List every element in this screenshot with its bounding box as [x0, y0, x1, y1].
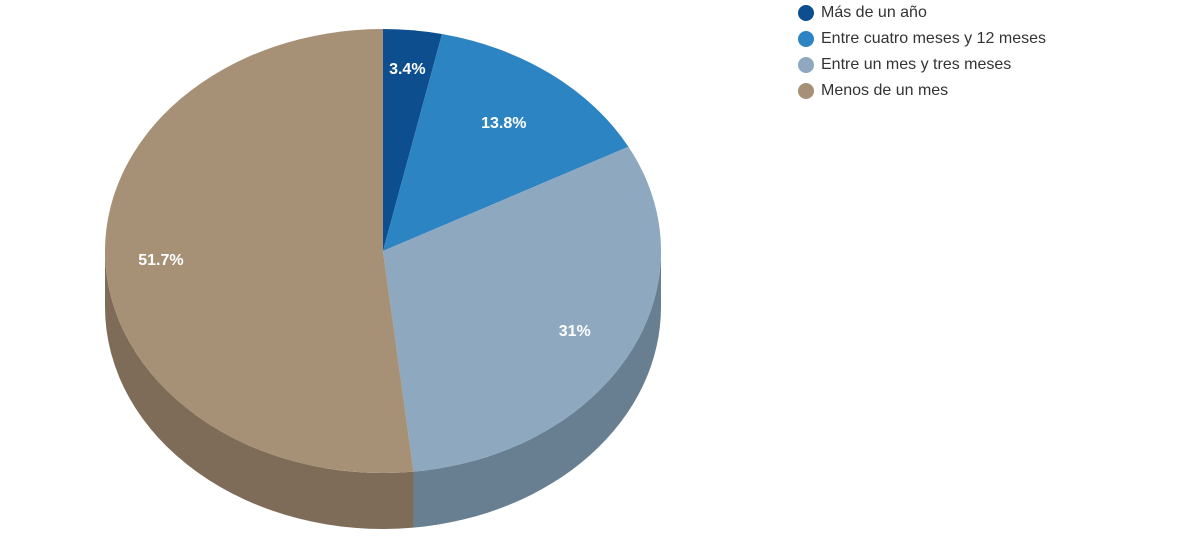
legend-swatch-icon [798, 57, 814, 73]
slice-label-0: 3.4% [389, 61, 425, 78]
legend-swatch-icon [798, 31, 814, 47]
legend-swatch-icon [798, 83, 814, 99]
pie-slices [104, 29, 661, 473]
pie-side-2 [413, 251, 661, 528]
pie-slice-3[interactable] [104, 29, 414, 473]
legend-label: Menos de un mes [821, 82, 949, 99]
pie-slice-1[interactable] [383, 34, 629, 251]
slice-label-1: 13.8% [481, 115, 526, 132]
legend-item-3[interactable]: Menos de un mes [798, 78, 1046, 104]
pie-depth [105, 251, 661, 529]
legend-item-1[interactable]: Entre cuatro meses y 12 meses [798, 26, 1046, 52]
legend: Más de un año Entre cuatro meses y 12 mes… [798, 0, 1046, 104]
pie-slice-0[interactable] [383, 29, 442, 251]
legend-swatch-icon [798, 5, 814, 21]
slice-labels: 3.4% 13.8% 31% 51.7% [138, 61, 591, 340]
pie-side-3 [105, 251, 414, 529]
legend-label: Más de un año [821, 4, 927, 21]
legend-label: Entre un mes y tres meses [821, 56, 1012, 73]
pie-slice-2[interactable] [383, 146, 661, 472]
slice-label-3: 51.7% [138, 252, 183, 269]
legend-item-2[interactable]: Entre un mes y tres meses [798, 52, 1046, 78]
slice-label-2: 31% [559, 323, 591, 340]
legend-item-0[interactable]: Más de un año [798, 0, 1046, 26]
legend-label: Entre cuatro meses y 12 meses [821, 30, 1046, 47]
